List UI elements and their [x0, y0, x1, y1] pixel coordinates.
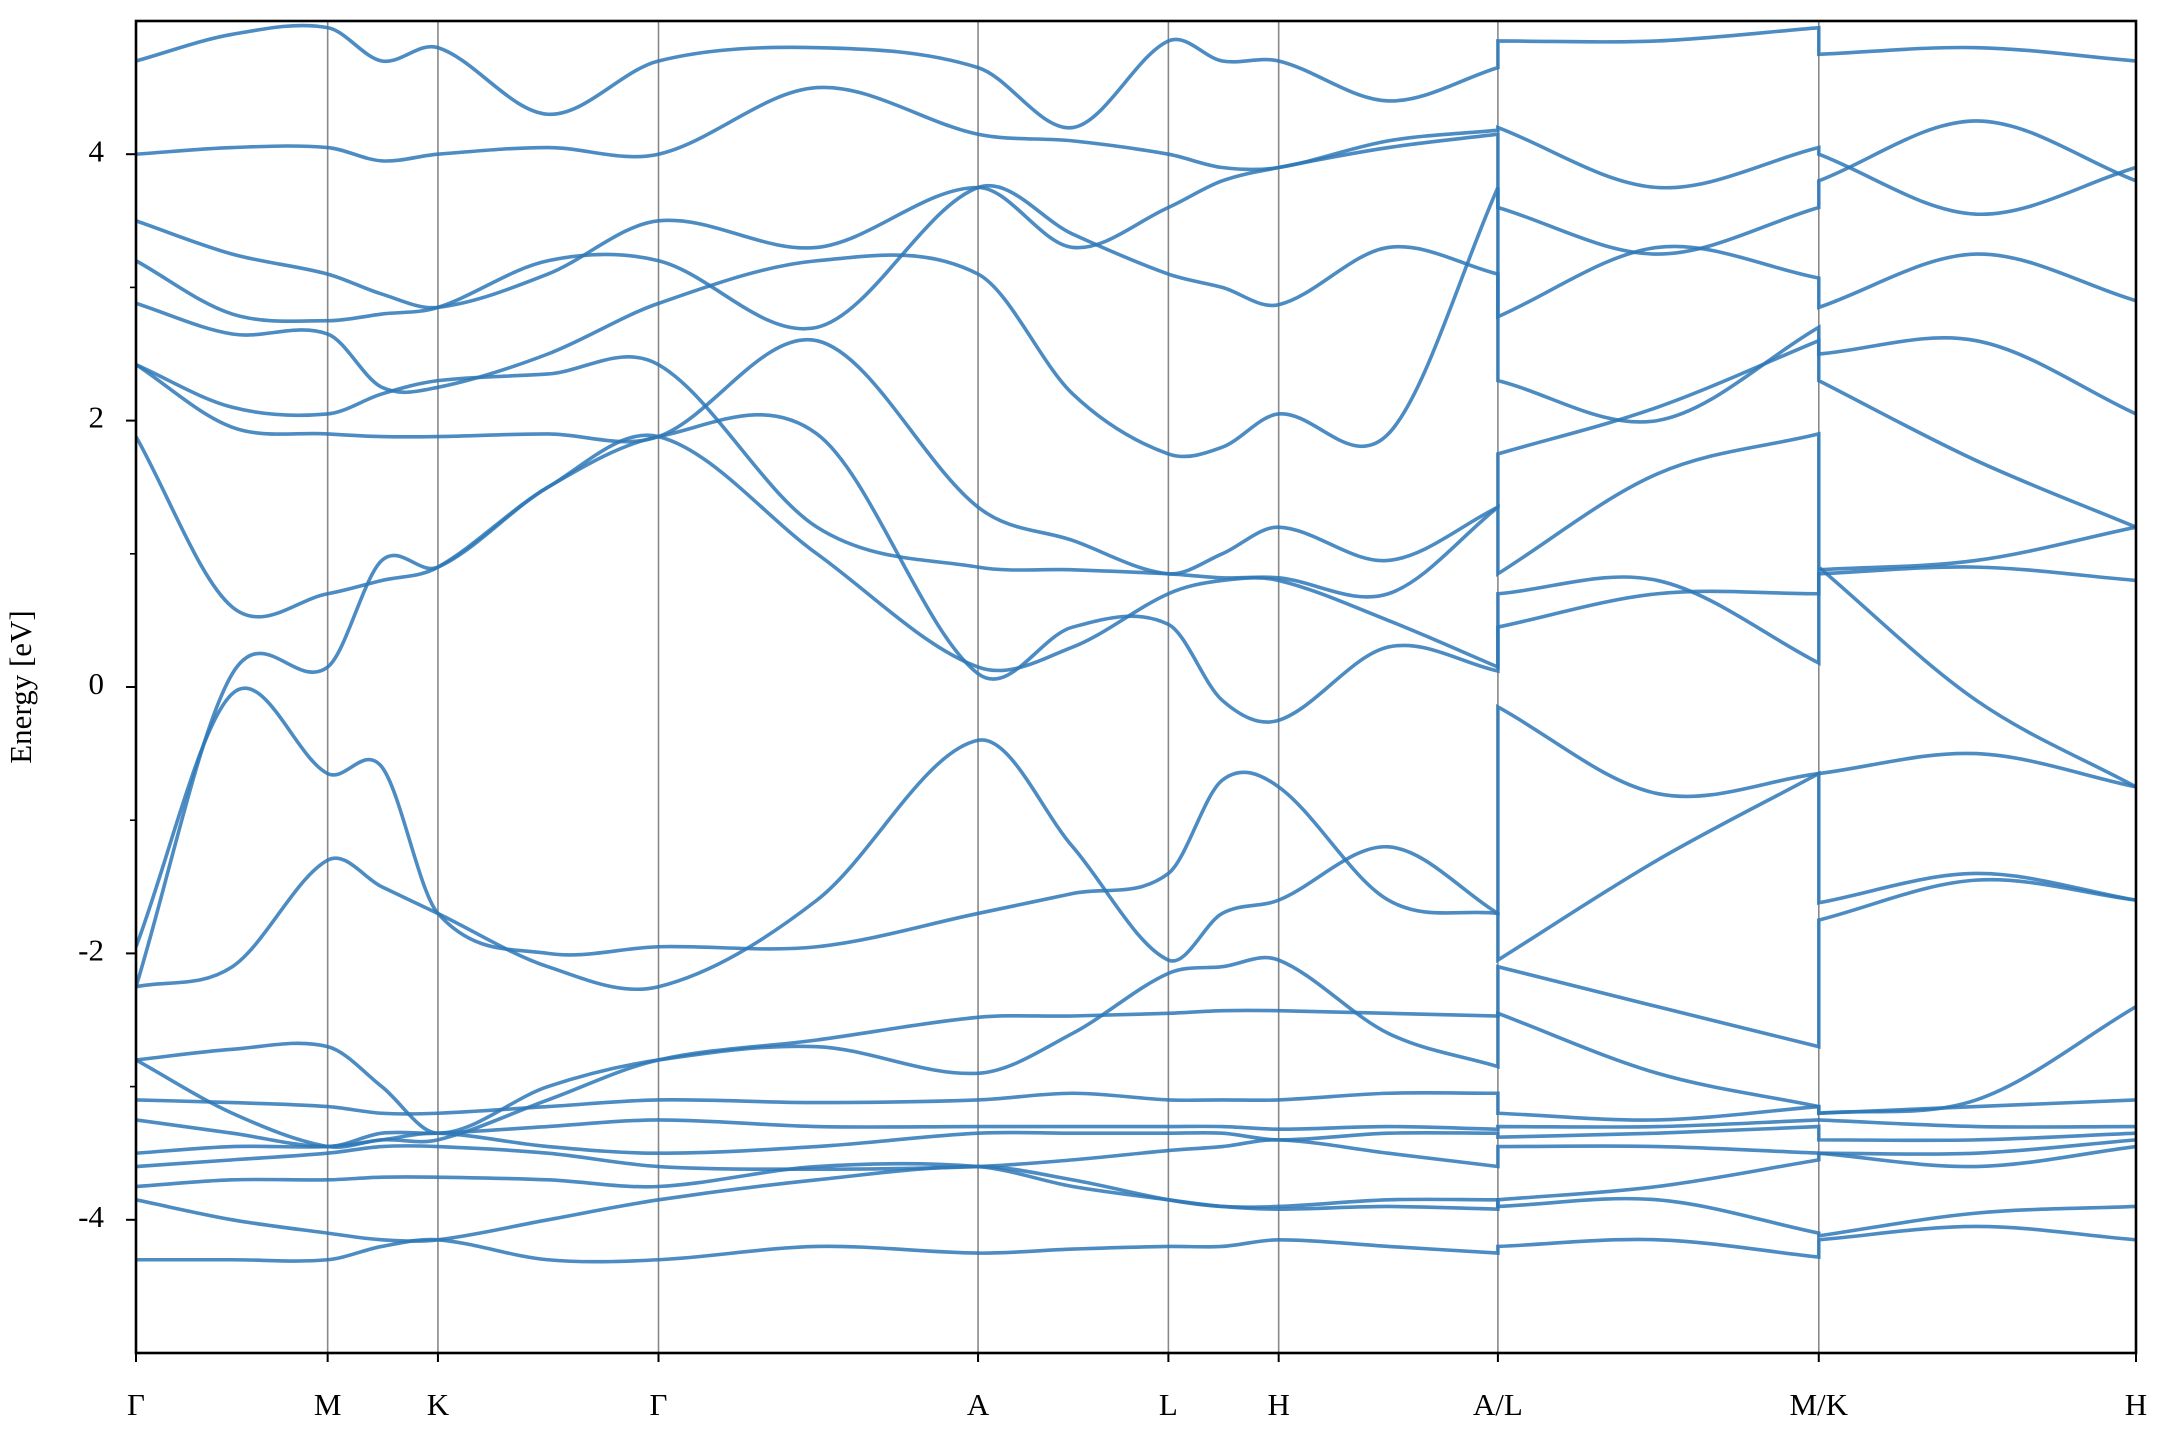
plot-frame	[134, 19, 2138, 1355]
x-tick-label: K	[427, 1387, 450, 1422]
band-line	[136, 23, 2136, 130]
band-line	[136, 119, 2136, 310]
band-line	[136, 738, 2136, 992]
x-tick-label: L	[1159, 1387, 1178, 1422]
y-tick-label: 2	[89, 400, 105, 435]
y-tick-label: -4	[78, 1199, 104, 1234]
band-line	[136, 1164, 2136, 1243]
x-tick-label: Γ	[127, 1387, 145, 1422]
x-tick-label: M	[314, 1387, 342, 1422]
x-tick-label: A/L	[1473, 1387, 1523, 1422]
band-line	[136, 1138, 2136, 1172]
band-line	[136, 355, 2136, 789]
band-line	[136, 1138, 2136, 1211]
band-line	[136, 337, 2136, 576]
x-tick-label: Γ	[650, 1387, 668, 1422]
y-axis-label: Energy [eV]	[3, 610, 38, 764]
band-line	[136, 1118, 2136, 1149]
y-tick-label: 0	[89, 666, 105, 701]
y-tick-label: -2	[78, 933, 104, 968]
y-tick-label: 4	[89, 133, 105, 168]
band-line	[136, 85, 2136, 216]
x-tick-label: M/K	[1789, 1387, 1848, 1422]
x-tick-label: H	[2125, 1387, 2147, 1422]
x-tick-label: H	[1267, 1387, 1289, 1422]
x-tick-label: A	[967, 1387, 990, 1422]
band-line	[136, 686, 2136, 957]
band-line	[136, 1124, 2136, 1156]
band-line	[136, 412, 2136, 724]
band-line	[136, 1090, 2136, 1122]
band-line	[136, 877, 2136, 1136]
band-line	[136, 433, 2136, 988]
band-line	[136, 186, 2136, 459]
